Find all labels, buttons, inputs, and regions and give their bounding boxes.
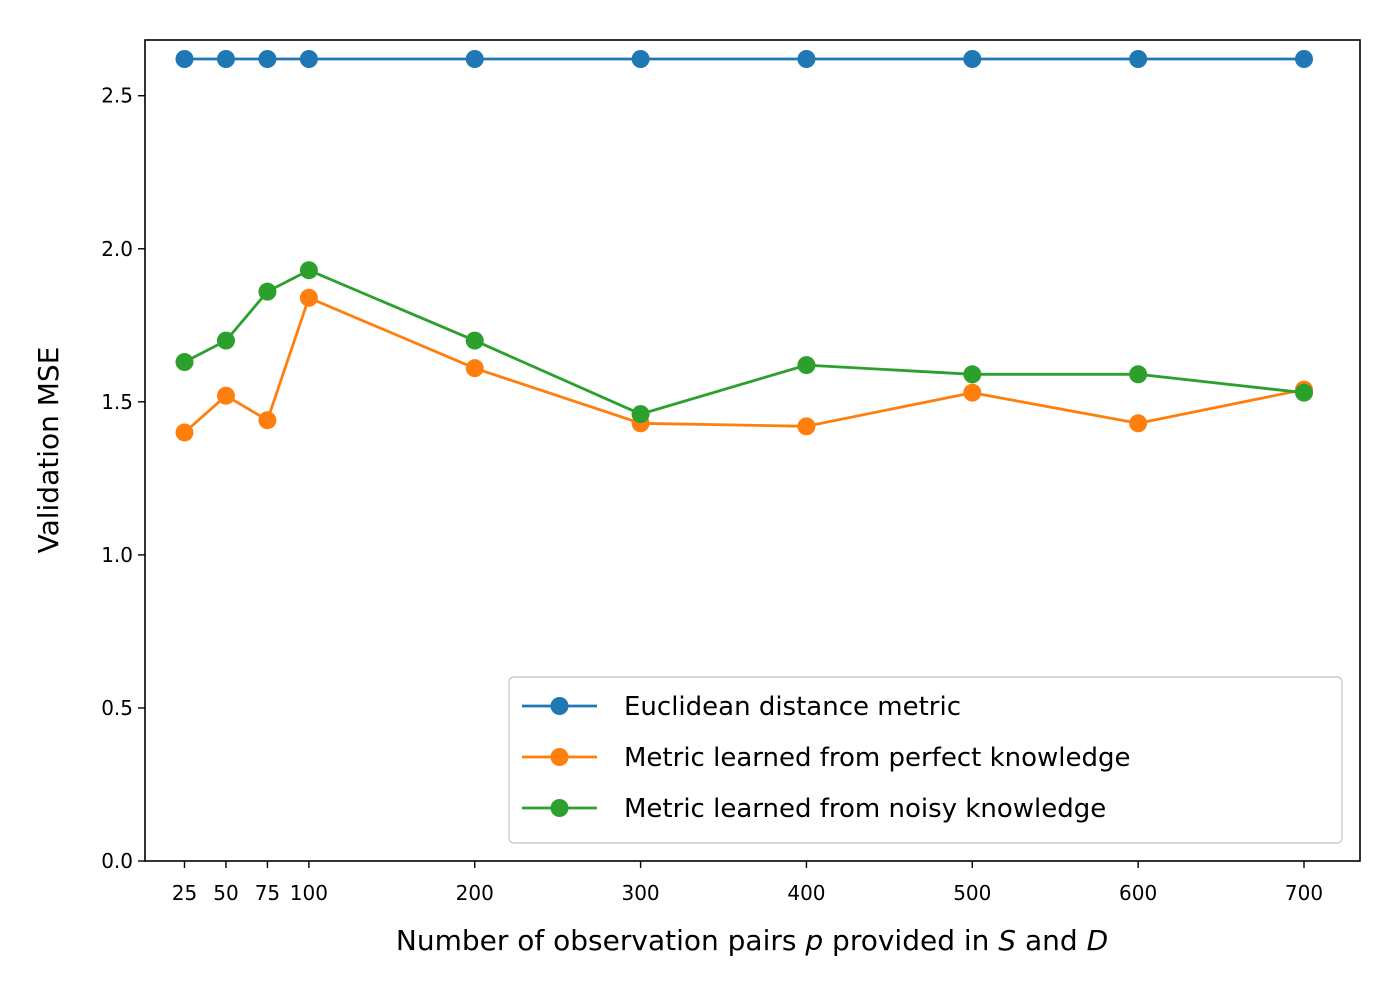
x-axis-title-part: and	[1016, 924, 1086, 957]
data-point	[258, 282, 277, 301]
data-point	[797, 50, 816, 68]
data-point	[216, 331, 235, 350]
legend-label: Euclidean distance metric	[624, 692, 961, 722]
legend-label: Metric learned from perfect knowledge	[624, 743, 1131, 773]
y-tick-label: 1.0	[101, 543, 133, 567]
series-line	[183, 296, 1305, 434]
data-point	[797, 356, 816, 375]
data-point	[963, 365, 982, 384]
y-tick-label: 2.0	[101, 237, 133, 261]
data-point	[258, 50, 277, 68]
y-tick-label: 0.5	[101, 696, 133, 720]
data-point	[1129, 365, 1148, 384]
data-point	[175, 50, 194, 68]
legend-item: Euclidean distance metric	[522, 692, 961, 722]
x-axis-title-part: D	[1087, 924, 1109, 957]
data-point	[216, 50, 235, 68]
x-tick-label: 100	[290, 881, 328, 905]
x-tick-label: 25	[172, 881, 197, 905]
x-tick-label: 700	[1285, 881, 1323, 905]
legend-item: Metric learned from perfect knowledge	[522, 743, 1131, 773]
x-tick-label: 500	[953, 881, 991, 905]
series-line	[183, 268, 1305, 416]
x-axis-title-part: p	[804, 924, 823, 957]
data-point	[465, 331, 484, 350]
data-point	[1295, 383, 1313, 402]
x-tick-label: 300	[621, 881, 659, 905]
y-axis-ticks: 0.0 0.5 1.0 1.5 2.0 2.5	[101, 84, 145, 873]
plot-frame	[144, 39, 1361, 862]
data-point	[797, 417, 816, 436]
legend-box	[508, 676, 1343, 844]
y-axis-title: Validation MSE	[32, 347, 65, 554]
data-point	[631, 50, 650, 68]
data-point	[175, 353, 194, 372]
data-point	[216, 386, 235, 405]
data-point	[1129, 414, 1148, 433]
series-1	[175, 50, 1313, 68]
data-point	[465, 359, 484, 378]
data-point	[258, 411, 277, 430]
x-axis-title: Number of observation pairs p provided i…	[396, 924, 1108, 957]
x-tick-label: 50	[213, 881, 238, 905]
legend-marker	[550, 748, 569, 766]
legend-label: Metric learned from noisy knowledge	[624, 794, 1106, 824]
y-tick-label: 2.5	[101, 84, 133, 108]
x-axis-title-part: provided in	[823, 924, 998, 957]
data-point	[175, 423, 194, 442]
x-tick-label: 400	[787, 881, 825, 905]
y-tick-label: 1.5	[101, 390, 133, 414]
x-tick-label: 200	[456, 881, 494, 905]
legend-marker	[550, 799, 569, 817]
data-point	[299, 288, 318, 307]
data-point	[299, 50, 318, 68]
data-point	[299, 261, 318, 280]
x-axis-title-part: Number of observation pairs	[396, 924, 805, 957]
data-point	[963, 50, 982, 68]
x-tick-label: 75	[255, 881, 280, 905]
series-layer	[175, 50, 1313, 442]
y-tick-label: 0.0	[101, 849, 133, 873]
data-point	[1295, 50, 1313, 68]
legend-item: Metric learned from noisy knowledge	[522, 794, 1106, 824]
data-point	[465, 50, 484, 68]
x-axis-title-part: S	[998, 924, 1016, 957]
x-axis-ticks: 25 50 75 100 200 300 400 500 600 700	[172, 861, 1323, 905]
data-point	[963, 383, 982, 402]
legend: Euclidean distance metric Metric learned …	[508, 676, 1343, 844]
data-point	[1129, 50, 1148, 68]
series-3	[175, 261, 1313, 424]
data-point	[631, 405, 650, 424]
x-tick-label: 600	[1119, 881, 1157, 905]
legend-marker	[550, 697, 569, 715]
